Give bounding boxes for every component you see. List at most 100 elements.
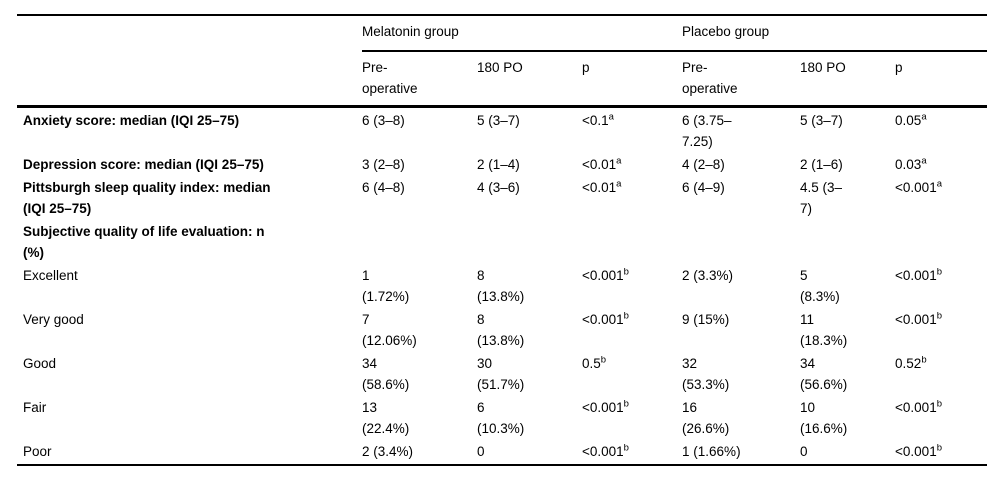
- cell-value: <0.001: [895, 268, 937, 283]
- data-cell: 1 (1.72%): [362, 263, 477, 307]
- data-cell: 34 (56.6%): [800, 351, 895, 395]
- cell-value: 1 (1.66%): [682, 444, 741, 459]
- cell-value: 0: [477, 444, 485, 459]
- data-cell: 5 (3–7): [800, 107, 895, 153]
- corner-cell: [17, 15, 362, 51]
- data-cell: 32 (53.3%): [682, 351, 800, 395]
- cell-value: 6 (3.75– 7.25): [682, 113, 732, 149]
- data-cell: [362, 219, 477, 263]
- data-cell: 3 (2–8): [362, 152, 477, 175]
- footnote-marker: b: [623, 310, 629, 322]
- cell-value: 2 (3.4%): [362, 444, 414, 459]
- col-header-melatonin-p: p: [582, 51, 683, 108]
- cell-value: 34 (58.6%): [362, 356, 410, 392]
- data-cell: 6 (3–8): [362, 107, 477, 153]
- data-cell: 30 (51.7%): [477, 351, 582, 395]
- data-cell: 5 (8.3%): [800, 263, 895, 307]
- data-cell: <0.001b: [895, 439, 987, 465]
- data-cell: 2 (3.3%): [682, 263, 800, 307]
- data-cell: <0.01a: [582, 175, 682, 219]
- cell-value: 5 (3–7): [800, 113, 843, 128]
- data-cell: 11 (18.3%): [800, 307, 895, 351]
- row-label: Poor: [23, 444, 52, 459]
- data-cell: 4.5 (3– 7): [800, 175, 895, 219]
- cell-value: 6 (4–9): [682, 180, 725, 195]
- data-cell: 13 (22.4%): [362, 395, 477, 439]
- footnote-marker: b: [936, 398, 942, 410]
- group-header-row: Melatonin group Placebo group: [17, 15, 988, 52]
- cell-value: 0.5: [582, 356, 601, 371]
- data-cell: 6 (4–8): [362, 175, 477, 219]
- data-cell: 6 (4–9): [682, 175, 800, 219]
- data-cell: <0.001b: [582, 263, 682, 307]
- data-cell: <0.001a: [895, 175, 987, 219]
- cell-value: 3 (2–8): [362, 157, 405, 172]
- cell-value: 30 (51.7%): [477, 356, 525, 392]
- row-label: Subjective quality of life evaluation: n…: [23, 224, 265, 260]
- cell-value: 32 (53.3%): [682, 356, 730, 392]
- cell-value: 8 (13.8%): [477, 268, 525, 304]
- cell-value: 34 (56.6%): [800, 356, 848, 392]
- data-cell: 0.5b: [582, 351, 682, 395]
- data-cell: 34 (58.6%): [362, 351, 477, 395]
- data-cell: <0.001b: [895, 263, 987, 307]
- cell-value: <0.001: [895, 312, 937, 327]
- data-cell: [895, 219, 987, 263]
- cell-value: 10 (16.6%): [800, 400, 848, 436]
- footnote-marker: b: [600, 354, 607, 366]
- data-cell: 7 (12.06%): [362, 307, 477, 351]
- row-label: Excellent: [23, 268, 78, 283]
- table-header: Melatonin group Placebo group Pre- opera…: [17, 15, 988, 108]
- col-header-melatonin-preoperative: Pre- operative: [362, 51, 477, 108]
- results-table: Melatonin group Placebo group Pre- opera…: [17, 14, 988, 466]
- cell-value: 9 (15%): [682, 312, 730, 327]
- row-label: Pittsburgh sleep quality index: median (…: [23, 180, 271, 216]
- table-row: Very good 7 (12.06%) 8 (13.8%) <0.001b 9 (15…: [17, 307, 987, 351]
- footnote-marker: a: [616, 178, 622, 190]
- data-cell: 6 (3.75– 7.25): [682, 107, 800, 153]
- data-cell: 5 (3–7): [477, 107, 582, 153]
- cell-value: <0.001: [895, 400, 937, 415]
- table-row: Depression score: median (IQI 25–75) 3 (2…: [17, 152, 987, 175]
- cell-value: 4.5 (3– 7): [800, 180, 843, 216]
- col-header-placebo-p: p: [895, 51, 988, 108]
- table-row: Fair 13 (22.4%) 6 (10.3%) <0.001b 16 (26.6%)…: [17, 395, 987, 439]
- cell-value: 13 (22.4%): [362, 400, 410, 436]
- cell-value: 6 (10.3%): [477, 400, 525, 436]
- cell-value: <0.001: [582, 400, 624, 415]
- data-cell: [682, 219, 800, 263]
- data-cell: <0.001b: [895, 307, 987, 351]
- table-row: Poor 2 (3.4%) 0 <0.001b 1 (1.66%) 0 <0.001b: [17, 439, 987, 465]
- data-cell: 8 (13.8%): [477, 307, 582, 351]
- cell-value: 5 (8.3%): [800, 268, 840, 304]
- cell-value: 2 (1–4): [477, 157, 520, 172]
- group-header-placebo: Placebo group: [682, 15, 988, 52]
- col-header-placebo-preoperative: Pre- operative: [682, 51, 801, 108]
- cell-value: <0.1: [582, 113, 609, 128]
- cell-value: <0.001: [582, 444, 624, 459]
- cell-value: 2 (3.3%): [682, 268, 734, 283]
- cell-value: <0.001: [582, 268, 624, 283]
- data-cell: 16 (26.6%): [682, 395, 800, 439]
- cell-value: 16 (26.6%): [682, 400, 730, 436]
- cell-value: <0.001: [895, 180, 937, 195]
- data-cell: 2 (3.4%): [362, 439, 477, 465]
- row-label: Good: [23, 356, 57, 371]
- data-cell: 0: [477, 439, 582, 465]
- cell-value: 6 (3–8): [362, 113, 405, 128]
- table-row: Pittsburgh sleep quality index: median (…: [17, 175, 987, 219]
- data-cell: 1 (1.66%): [682, 439, 800, 465]
- footnote-marker: a: [936, 178, 942, 190]
- cell-value: 0.05: [895, 113, 922, 128]
- data-cell: 9 (15%): [682, 307, 800, 351]
- table-row: Anxiety score: median (IQI 25–75) 6 (3–8)…: [17, 107, 987, 153]
- cell-value: 0: [800, 444, 808, 459]
- data-cell: 8 (13.8%): [477, 263, 582, 307]
- cell-value: 0.03: [895, 157, 922, 172]
- footnote-marker: b: [936, 310, 942, 322]
- cell-value: 1 (1.72%): [362, 268, 410, 304]
- data-cell: <0.001b: [582, 307, 682, 351]
- data-cell: 2 (1–6): [800, 152, 895, 175]
- footnote-marker: b: [623, 398, 629, 410]
- col-header-melatonin-180po: 180 PO: [477, 51, 582, 108]
